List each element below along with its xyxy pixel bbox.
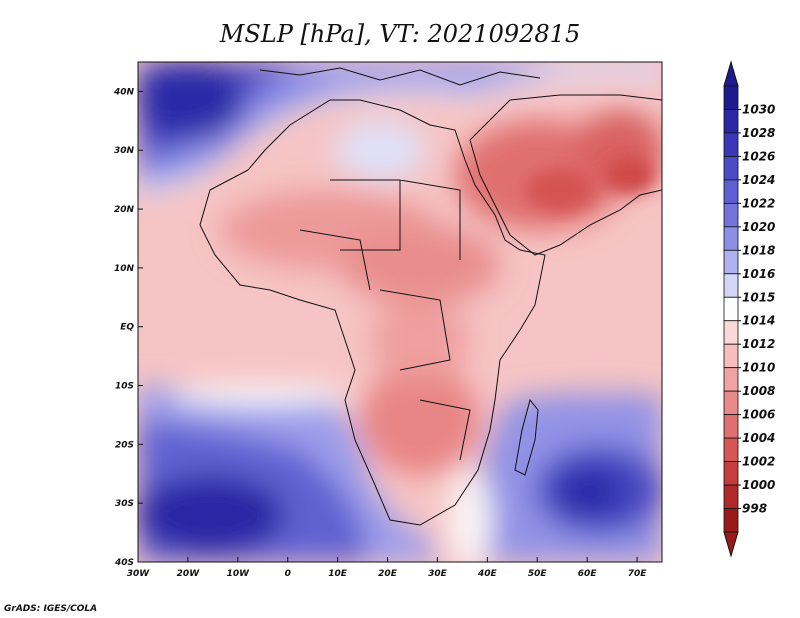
- colorbar-swatch: [723, 156, 739, 181]
- lat-tick-label: 20N: [114, 205, 135, 215]
- colorbar-swatch: [723, 202, 739, 228]
- colorbar-swatch: [723, 414, 739, 439]
- colorbar-swatch: [723, 320, 739, 345]
- lon-tick-label: 10W: [227, 569, 251, 579]
- colorbar-level-label: 1028: [742, 126, 775, 140]
- lon-tick-label: 20E: [378, 569, 398, 579]
- lon-tick-label: 50E: [528, 569, 548, 579]
- lon-tick-label: 30W: [127, 569, 151, 579]
- colorbar-swatch: [723, 508, 739, 533]
- colorbar-level-label: 1018: [742, 243, 775, 257]
- lat-tick-label: EQ: [120, 323, 134, 333]
- plot-frame: [137, 61, 663, 563]
- colorbar-level-label: 1008: [742, 384, 775, 398]
- colorbar-swatch: [723, 109, 739, 134]
- colorbar-level-label: 1015: [742, 290, 775, 304]
- colorbar-swatch: [723, 249, 739, 275]
- lat-tick-label: 40N: [113, 87, 135, 97]
- colorbar-swatch: [723, 85, 739, 110]
- colorbar-swatch: [723, 484, 739, 509]
- lon-tick-label: 10E: [328, 569, 348, 579]
- lon-tick-label: 60E: [578, 569, 598, 579]
- lat-tick-label: 10N: [114, 264, 135, 274]
- colorbar-swatch: [723, 343, 739, 369]
- colorbar-level-label: 1002: [742, 455, 775, 469]
- latitude-axis: 40N 30N 20N 10N EQ 10S 20S 30S 40S: [113, 87, 143, 568]
- lon-tick-label: 30E: [428, 569, 448, 579]
- map-title: MSLP [hPa], VT: 2021092815: [219, 20, 580, 48]
- lon-tick-label: 70E: [628, 569, 648, 579]
- pressure-colorbar: 1030 1028 1026 1024 1022 1020 1018 1016 1015 1014…: [723, 60, 775, 558]
- colorbar-swatch: [723, 179, 739, 204]
- colorbar-swatch: [723, 296, 739, 322]
- colorbar-bottom-arrow: [723, 531, 739, 558]
- lon-tick-label: 20W: [177, 569, 201, 579]
- colorbar-level-label: 1012: [742, 337, 775, 351]
- colorbar-level-label: 1014: [742, 314, 775, 328]
- colorbar-swatch: [723, 390, 739, 416]
- lat-tick-label: 30N: [114, 146, 135, 156]
- colorbar-level-label: 1006: [742, 408, 775, 422]
- lon-tick-label: 0: [285, 569, 291, 579]
- pressure-field: [138, 62, 662, 562]
- colorbar-level-label: 1030: [742, 102, 775, 116]
- colorbar-level-label: 1020: [742, 220, 775, 234]
- coastlines: [199, 67, 662, 526]
- colorbar-level-label: 1026: [742, 149, 775, 163]
- colorbar-swatch: [723, 132, 739, 157]
- colorbar-level-label: 1022: [742, 196, 775, 210]
- colorbar-top-arrow: [723, 60, 739, 87]
- colorbar-level-label: 1010: [742, 361, 775, 375]
- lat-tick-label: 40S: [114, 558, 134, 568]
- colorbar-swatch: [723, 461, 739, 486]
- lat-tick-label: 10S: [115, 382, 134, 392]
- lat-tick-label: 20S: [115, 440, 134, 450]
- colorbar-swatch: [723, 437, 739, 462]
- grads-credit: GrADS: IGES/COLA: [4, 604, 98, 614]
- longitude-axis: 30W 20W 10W 0 10E 20E 30E 40E 50E 60E 70E: [127, 557, 647, 579]
- colorbar-swatch: [723, 367, 739, 392]
- colorbar-swatch: [723, 273, 739, 298]
- colorbar-swatch: [723, 226, 739, 251]
- colorbar-level-label: 1016: [742, 267, 775, 281]
- colorbar-level-label: 1024: [742, 173, 775, 187]
- colorbar-level-label: 1004: [742, 431, 775, 445]
- colorbar-level-label: 1000: [742, 478, 775, 492]
- lat-tick-label: 30S: [115, 499, 134, 509]
- lon-tick-label: 40E: [477, 569, 498, 579]
- colorbar-level-label: 998: [742, 502, 767, 516]
